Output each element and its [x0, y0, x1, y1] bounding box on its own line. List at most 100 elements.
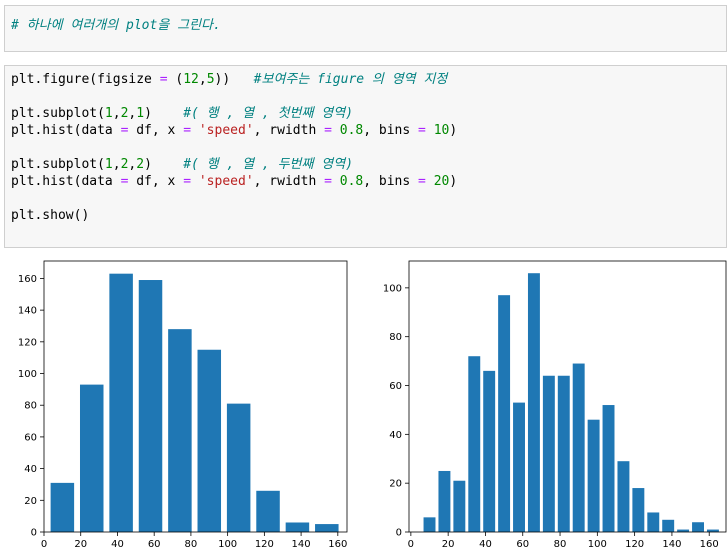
code-token: (: [167, 72, 184, 87]
x-tick-label: 40: [479, 539, 492, 550]
histogram-bar: [706, 529, 719, 532]
code-token: ,: [128, 106, 137, 121]
x-tick-label: 120: [255, 539, 274, 550]
code-token: )): [214, 72, 254, 87]
code-token: df, x: [128, 123, 184, 138]
y-tick-label: 0: [396, 528, 402, 539]
code-token: =: [159, 72, 168, 87]
code-token: =: [183, 123, 192, 138]
y-tick-label: 60: [24, 432, 37, 443]
code-token: 'speed': [198, 174, 254, 189]
code-token: 12: [183, 72, 199, 87]
code-token: =: [418, 123, 426, 138]
output-area: 0 20 40 60 80 100 120 140 160 0 20 40 60 80 100 120 140 1…: [0, 255, 727, 557]
y-tick-label: 40: [389, 430, 402, 441]
code-line: plt.figure(figsize = (12,5)) #보여주는 figur…: [11, 71, 457, 88]
x-tick-label: 0: [41, 539, 47, 550]
x-tick-label: 80: [554, 539, 567, 550]
histogram-bar: [79, 384, 104, 532]
y-tick-label: 60: [389, 381, 402, 392]
histogram-bar: [168, 329, 192, 532]
code-line: plt.subplot(1,2,2) #( 행 , 열 , 두번째 영역): [11, 156, 457, 173]
x-tick-label: 80: [185, 539, 198, 550]
histogram-bar: [557, 375, 570, 532]
code-token: 1: [104, 157, 113, 172]
code-token: 2: [120, 106, 129, 121]
x-tick-label: 160: [700, 539, 719, 550]
code-cell[interactable]: plt.figure(figsize = (12,5)) #보여주는 figur…: [4, 65, 727, 248]
x-tick-label: 60: [516, 539, 529, 550]
code-token: 2: [120, 157, 129, 172]
code-token: ): [449, 123, 458, 138]
code-token: , rwidth: [253, 174, 325, 189]
code-line: plt.hist(data = df, x = 'speed', rwidth …: [11, 173, 457, 190]
code-token: ): [144, 106, 184, 121]
code-token: 0.8: [339, 174, 364, 189]
code-token: 2: [136, 157, 145, 172]
code-token: =: [324, 123, 332, 138]
histogram-bar: [453, 480, 466, 532]
x-tick-label: 0: [408, 539, 414, 550]
y-tick-label: 80: [24, 401, 37, 412]
histogram-bar: [617, 461, 630, 532]
code-token: 'speed': [198, 123, 254, 138]
markdown-cell[interactable]: # 하나에 여러개의 plot을 그린다.: [4, 5, 727, 52]
code-token: 1: [104, 106, 113, 121]
x-tick-label: 60: [148, 539, 161, 550]
y-tick-label: 160: [18, 274, 37, 285]
histogram-bar: [587, 419, 600, 532]
x-tick-label: 140: [292, 539, 311, 550]
code-token: ,: [198, 72, 207, 87]
code-line: plt.hist(data = df, x = 'speed', rwidth …: [11, 122, 457, 139]
code-token: ,: [112, 157, 121, 172]
y-tick-label: 20: [389, 479, 402, 490]
code-token: df, x: [128, 174, 184, 189]
histogram-bar: [197, 349, 222, 532]
histogram-bins-10: 0 20 40 60 80 100 120 140 160 0 20 40 60 80 100 120 140 1…: [18, 260, 348, 550]
axes-frame: [43, 260, 348, 533]
code-comment: #( 행 , 열 , 두번째 영역): [183, 157, 354, 172]
histogram-bar: [632, 488, 645, 532]
code-token: 20: [433, 174, 450, 189]
histogram-bar: [285, 522, 310, 532]
code-token: [426, 123, 434, 138]
x-tick-label: 100: [588, 539, 607, 550]
code-line: [11, 190, 457, 207]
histogram-bar: [677, 529, 690, 532]
code-comment: #보여주는 figure 의 영역 지정: [253, 72, 448, 87]
markdown-heading: # 하나에 여러개의 plot을 그린다.: [11, 18, 221, 33]
code-token: plt.hist(data: [11, 174, 121, 189]
y-tick-label: 20: [24, 496, 37, 507]
code-token: , bins: [363, 174, 419, 189]
histogram-bar: [468, 356, 481, 532]
code-token: =: [120, 174, 129, 189]
code-token: , bins: [363, 123, 419, 138]
histogram-bar: [542, 375, 555, 532]
code-token: 1: [136, 106, 145, 121]
code-token: =: [183, 174, 192, 189]
histogram-bar: [138, 280, 163, 532]
histogram-bar: [513, 402, 525, 532]
histogram-bar: [226, 403, 251, 532]
x-tick-label: 140: [662, 539, 681, 550]
x-tick-label: 20: [442, 539, 455, 550]
code-token: plt.subplot(: [11, 106, 105, 121]
x-tick-label: 20: [74, 539, 87, 550]
axes-frame: [408, 260, 727, 533]
code-editor[interactable]: plt.figure(figsize = (12,5)) #보여주는 figur…: [11, 71, 457, 224]
code-token: ): [144, 157, 184, 172]
code-token: [332, 123, 340, 138]
code-token: 10: [433, 123, 450, 138]
code-token: [191, 123, 199, 138]
code-token: =: [120, 123, 129, 138]
x-tick-label: 40: [111, 539, 124, 550]
y-tick-label: 40: [24, 464, 37, 475]
histogram-bar: [438, 470, 451, 532]
histogram-bar: [315, 524, 339, 532]
histogram-bar: [256, 490, 280, 532]
code-token: 0.8: [339, 123, 364, 138]
code-line: [11, 88, 457, 105]
histogram-bar: [602, 405, 615, 532]
code-token: [332, 174, 340, 189]
histogram-bins-20: 0 20 40 60 80 100 120 140 160 0 20 40 60 80 100: [383, 260, 727, 550]
